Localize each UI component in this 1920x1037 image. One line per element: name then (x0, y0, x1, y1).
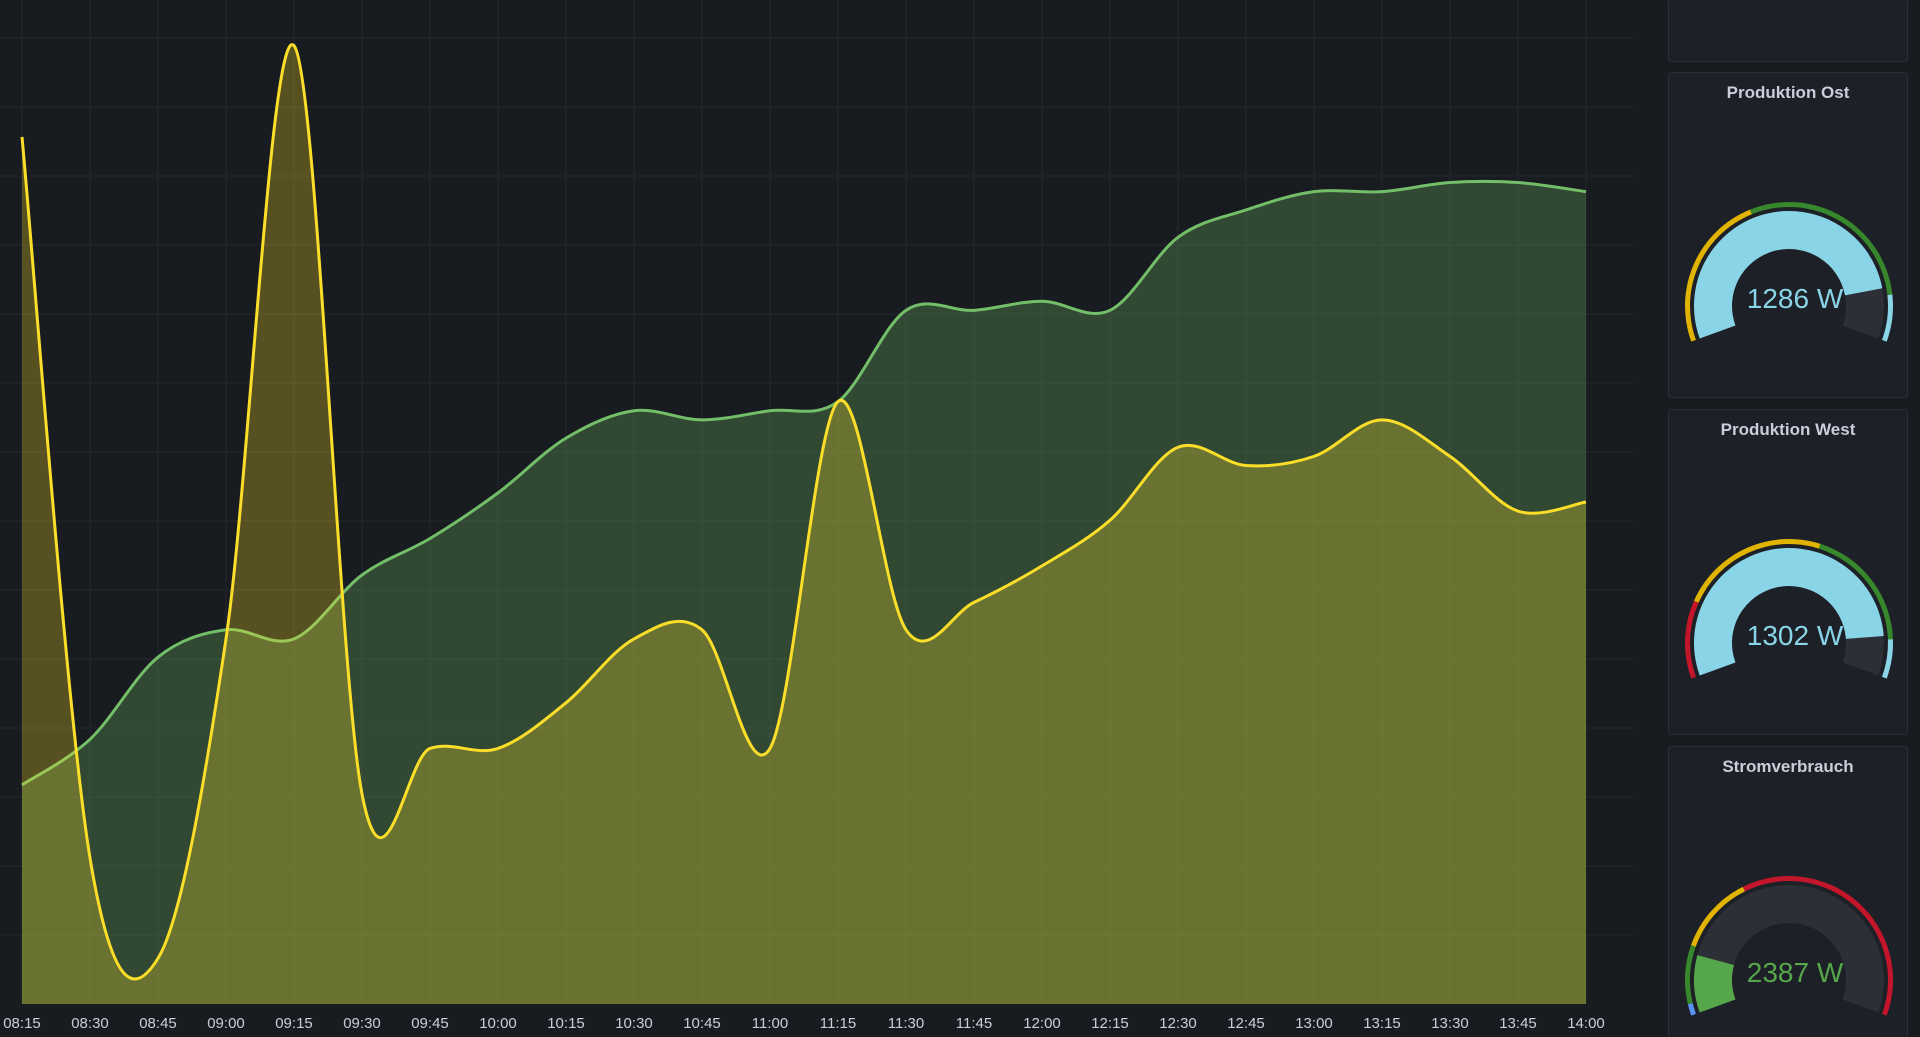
gauge-panel-produktion-west[interactable]: Produktion West 1302 W (1668, 409, 1908, 735)
gauge-threshold-band (1882, 294, 1893, 342)
x-tick-label: 11:00 (752, 1015, 788, 1032)
chart-grid (0, 0, 1634, 1004)
x-tick-label: 10:15 (547, 1015, 585, 1032)
x-tick-label: 10:30 (615, 1015, 653, 1032)
gauge-threshold-band (1687, 1002, 1696, 1016)
x-tick-label: 14:00 (1567, 1015, 1605, 1032)
gauge-panel-top-partial[interactable] (1668, 0, 1908, 62)
gauge-value: 2387 W (1747, 957, 1844, 988)
gauge-threshold-band (1818, 543, 1893, 640)
gauge-produktion-west: 1302 W (1685, 539, 1893, 679)
x-tick-label: 13:00 (1295, 1015, 1333, 1032)
gauge-panel-produktion-ost[interactable]: Produktion Ost 1286 W (1668, 72, 1908, 398)
x-tick-label: 10:00 (479, 1015, 517, 1032)
x-tick-label: 10:45 (683, 1015, 721, 1032)
series-line-0 (21, 179, 1587, 787)
series-area-1 (22, 44, 1586, 1004)
gauge-threshold-band (1685, 600, 1699, 679)
x-tick-label: 09:30 (343, 1015, 381, 1032)
gauge-value: 1302 W (1747, 620, 1844, 651)
series-area-0 (22, 181, 1586, 1004)
x-tick-label: 09:00 (207, 1015, 245, 1032)
gauge-value-arc (1694, 211, 1883, 339)
gauge-produktion-ost: 1286 W (1685, 202, 1893, 342)
gauge-threshold-band (1685, 945, 1696, 1005)
gauge-title: Stromverbrauch (1722, 757, 1854, 776)
x-tick-label: 08:45 (139, 1015, 177, 1032)
x-tick-label: 12:45 (1227, 1015, 1265, 1032)
timeseries-panel[interactable]: 08:15 08:30 08:45 09:00 09:15 09:30 09:45 10:00… (0, 0, 1650, 1037)
gauge-track (1694, 885, 1884, 1013)
x-tick-label: 11:15 (820, 1015, 856, 1032)
x-tick-label: 13:45 (1499, 1015, 1537, 1032)
gauge-title: Produktion West (1720, 420, 1856, 439)
gauge-title: Produktion Ost (1726, 83, 1850, 102)
x-tick-label: 11:30 (888, 1015, 924, 1032)
x-tick-label: 13:15 (1363, 1015, 1401, 1032)
gauge-panel-stromverbrauch[interactable]: Stromverbrauch 2387 W (1668, 746, 1908, 1037)
gauge-threshold-band (1685, 209, 1752, 342)
timeseries-chart[interactable]: 08:15 08:30 08:45 09:00 09:15 09:30 09:45 10:00… (0, 0, 1650, 1037)
gauge-value-arc (1694, 548, 1884, 676)
x-tick-label: 12:30 (1159, 1015, 1197, 1032)
x-tick-label: 09:15 (275, 1015, 313, 1032)
x-tick-label: 08:30 (71, 1015, 109, 1032)
x-tick-label: 12:00 (1023, 1015, 1061, 1032)
gauge-threshold-band (1882, 639, 1893, 679)
x-axis-ticks: 08:15 08:30 08:45 09:00 09:15 09:30 09:45 10:00… (3, 1015, 1605, 1032)
x-tick-label: 13:30 (1431, 1015, 1469, 1032)
gauge-arcs (1685, 539, 1893, 679)
gauge-threshold-band (1693, 539, 1821, 603)
x-tick-label: 08:15 (3, 1015, 41, 1032)
gauge-arcs (1685, 876, 1893, 1016)
gauge-arcs (1685, 202, 1893, 342)
x-tick-label: 11:45 (956, 1015, 992, 1032)
x-tick-label: 12:15 (1091, 1015, 1129, 1032)
gauge-value-arc (1694, 955, 1736, 1013)
series-line-1 (20, 43, 1587, 981)
gauge-threshold-band (1691, 886, 1745, 947)
gauge-stromverbrauch: 2387 W (1685, 876, 1893, 1016)
x-tick-label: 09:45 (411, 1015, 449, 1032)
gauge-value: 1286 W (1747, 283, 1844, 314)
